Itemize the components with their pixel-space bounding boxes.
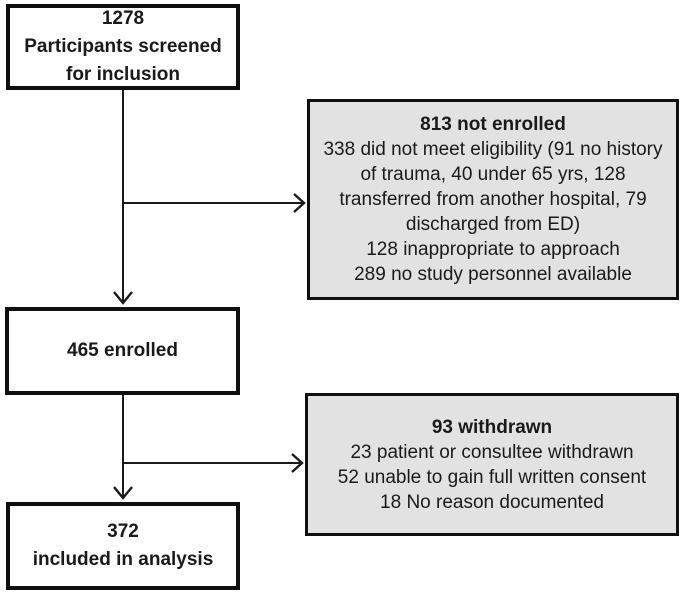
analysis-label: included in analysis [32, 549, 214, 570]
analysis-box: 372 included in analysis [6, 502, 240, 590]
screened-label-line2: for inclusion [66, 64, 180, 85]
not-enrolled-line: transferred from another hospital, 79 [339, 189, 647, 210]
arrow-screened-to-enrolled [113, 90, 133, 305]
arrow-right-icon [291, 453, 304, 473]
not-enrolled-box: 813 not enrolled 338 did not meet eligib… [307, 99, 679, 300]
not-enrolled-line: of trauma, 40 under 65 yrs, 128 [360, 164, 626, 185]
withdrawn-line: 23 patient or consultee withdrawn [350, 441, 634, 463]
arrow-down-icon [113, 291, 133, 305]
not-enrolled-line: discharged from ED) [405, 214, 581, 235]
enrolled-box: 465 enrolled [5, 307, 240, 395]
withdrawn-title: 93 withdrawn [431, 416, 553, 438]
not-enrolled-line: 338 did not meet eligibility (91 no hist… [323, 139, 663, 160]
screened-label-line1: Participants screened [24, 36, 222, 57]
withdrawn-line: 18 No reason documented [380, 491, 604, 513]
not-enrolled-title: 813 not enrolled [420, 114, 566, 135]
arrow-right-icon [293, 193, 306, 213]
arrow-branch-withdrawn [123, 453, 304, 473]
not-enrolled-line: 128 inappropriate to approach [366, 239, 620, 260]
not-enrolled-line: 289 no study personnel available [354, 264, 632, 285]
withdrawn-line: 52 unable to gain full written consent [337, 466, 647, 488]
withdrawn-box: 93 withdrawn 23 patient or consultee wit… [305, 393, 679, 536]
screened-count: 1278 [101, 8, 145, 29]
arrow-enrolled-to-analysis [113, 395, 133, 500]
enrolled-label: 465 enrolled [67, 340, 178, 361]
arrow-down-icon [113, 486, 133, 500]
arrow-branch-not-enrolled [123, 193, 306, 213]
analysis-count: 372 [107, 521, 139, 542]
screened-box: 1278 Participants screened for inclusion [6, 4, 240, 90]
